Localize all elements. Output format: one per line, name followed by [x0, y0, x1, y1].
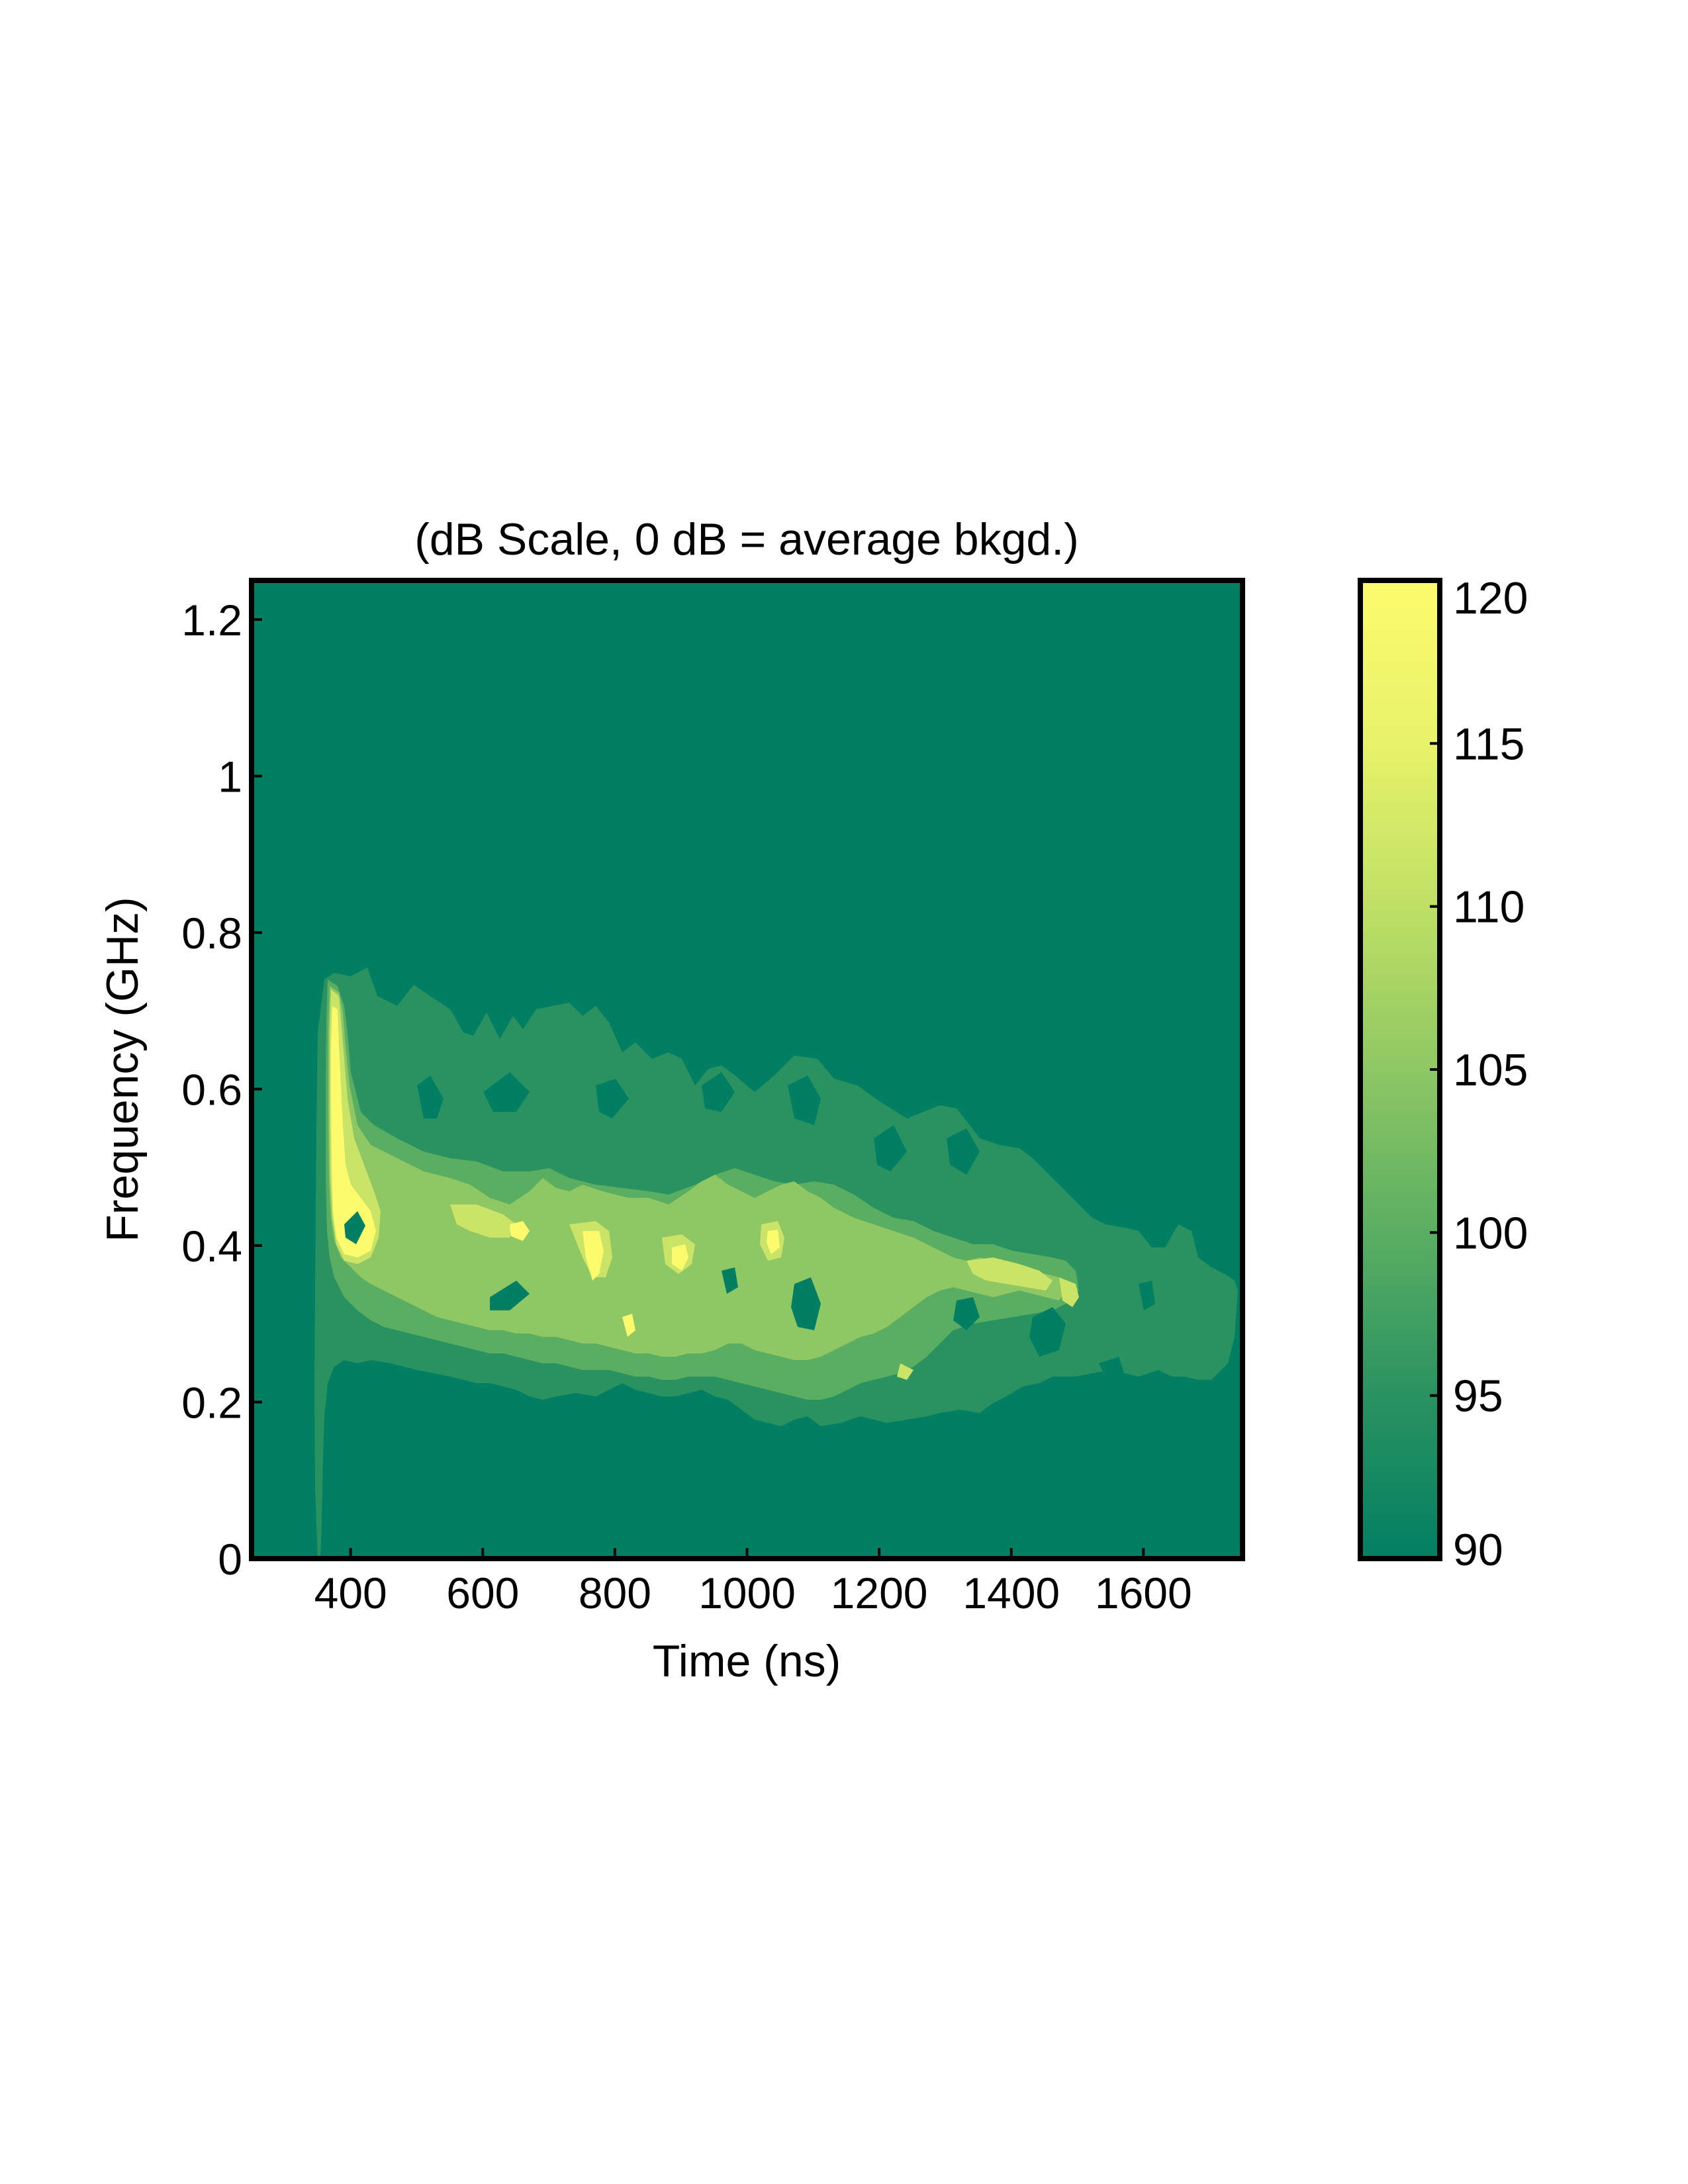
colorbar: [1360, 580, 1440, 1559]
colorbar-tick-label: 115: [1453, 719, 1524, 769]
chart-title: (dB Scale, 0 dB = average bkgd.): [414, 514, 1079, 565]
contour-level-105: [328, 986, 1066, 1360]
y-tick-label: 0.8: [181, 909, 242, 958]
x-tick-label: 800: [579, 1569, 651, 1617]
colorbar-tick-label: 105: [1453, 1045, 1528, 1095]
y-tick-label: 0.2: [181, 1379, 242, 1428]
x-tick-label: 400: [314, 1569, 387, 1617]
plot-area: [252, 580, 1243, 1559]
y-tick-label: 1.2: [181, 596, 242, 645]
background-holes: [344, 1072, 1155, 1383]
x-tick-label: 1200: [831, 1569, 928, 1617]
x-tick-label: 600: [446, 1569, 519, 1617]
y-tick-label: 1: [218, 752, 242, 801]
colorbar-ticks: 90 95 100 105 110 115 120: [1430, 573, 1528, 1575]
x-tick-label: 1600: [1095, 1569, 1192, 1617]
x-axis-ticks: 400 600 800 1000 1200 1400 1600: [314, 1548, 1192, 1617]
colorbar-tick-label: 100: [1453, 1208, 1528, 1258]
y-tick-label: 0.4: [181, 1222, 242, 1271]
colorbar-tick-label: 110: [1453, 882, 1524, 933]
x-tick-label: 1000: [698, 1569, 796, 1617]
x-axis-label: Time (ns): [653, 1636, 841, 1686]
colorbar-tick-label: 120: [1453, 573, 1528, 623]
contour-level-115: [331, 1006, 780, 1337]
y-tick-label: 0: [218, 1535, 242, 1584]
colorbar-tick-label: 90: [1453, 1525, 1503, 1575]
y-tick-label: 0.6: [181, 1066, 242, 1115]
colorbar-tick-label: 95: [1453, 1371, 1503, 1422]
x-tick-label: 1400: [962, 1569, 1060, 1617]
y-axis-label: Frequency (GHz): [97, 897, 148, 1242]
y-axis-ticks: 0 0.2 0.4 0.6 0.8 1 1.2: [181, 596, 262, 1584]
